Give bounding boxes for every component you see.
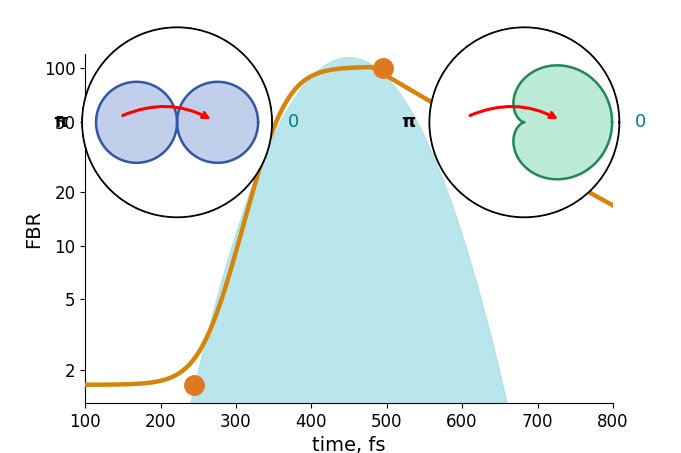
- X-axis label: time, fs: time, fs: [313, 436, 385, 453]
- Polygon shape: [513, 65, 612, 179]
- Text: π: π: [54, 113, 68, 131]
- Y-axis label: FBR: FBR: [24, 210, 43, 248]
- Text: 0: 0: [288, 113, 299, 131]
- Text: π: π: [401, 113, 415, 131]
- Polygon shape: [96, 82, 258, 163]
- Text: 0: 0: [635, 113, 646, 131]
